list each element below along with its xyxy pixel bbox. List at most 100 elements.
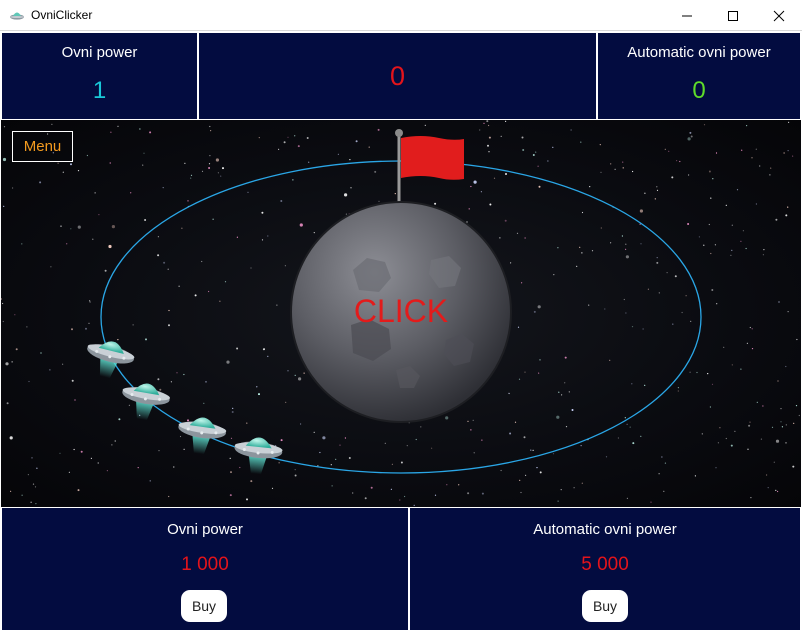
star bbox=[745, 247, 747, 250]
star bbox=[731, 249, 733, 251]
close-button[interactable] bbox=[756, 0, 802, 31]
star bbox=[708, 170, 711, 173]
star bbox=[668, 150, 670, 152]
star bbox=[364, 497, 367, 500]
automatic-ovni-power-value: 0 bbox=[692, 77, 706, 104]
star bbox=[118, 418, 121, 421]
star bbox=[145, 338, 147, 341]
star bbox=[285, 401, 287, 403]
star bbox=[524, 371, 526, 373]
star bbox=[505, 120, 507, 122]
buy-automatic-ovni-power-button[interactable]: Buy bbox=[582, 590, 628, 622]
star bbox=[644, 192, 646, 194]
star bbox=[187, 419, 189, 422]
star bbox=[561, 394, 563, 396]
star bbox=[687, 137, 691, 141]
star bbox=[143, 152, 145, 154]
star bbox=[229, 494, 232, 497]
star bbox=[110, 131, 112, 133]
star bbox=[350, 187, 352, 189]
star bbox=[557, 247, 559, 249]
star bbox=[715, 152, 718, 154]
star bbox=[793, 422, 795, 424]
planet-moon[interactable] bbox=[290, 201, 512, 423]
minimize-button[interactable] bbox=[664, 0, 710, 31]
star bbox=[335, 458, 337, 460]
star bbox=[339, 444, 341, 446]
star bbox=[21, 494, 23, 496]
star bbox=[344, 437, 346, 439]
star bbox=[294, 469, 296, 471]
star bbox=[40, 352, 42, 354]
star bbox=[710, 252, 712, 255]
star bbox=[434, 202, 437, 205]
star bbox=[658, 292, 660, 294]
star bbox=[740, 368, 742, 370]
star bbox=[468, 208, 470, 210]
star bbox=[625, 243, 627, 245]
star bbox=[640, 435, 642, 437]
star bbox=[731, 364, 733, 366]
star bbox=[748, 424, 751, 427]
star bbox=[687, 223, 690, 225]
star bbox=[685, 295, 687, 297]
star bbox=[466, 221, 468, 223]
star bbox=[294, 135, 296, 137]
automatic-ovni-power-label: Automatic ovni power bbox=[627, 44, 771, 61]
star bbox=[287, 370, 289, 372]
star bbox=[203, 402, 205, 404]
star bbox=[230, 437, 233, 439]
star bbox=[205, 381, 207, 383]
star bbox=[580, 141, 582, 143]
star bbox=[640, 243, 642, 245]
star bbox=[780, 408, 782, 410]
star bbox=[487, 144, 489, 147]
ovni-power-value: 1 bbox=[92, 77, 107, 104]
planet-click-label[interactable]: CLICK bbox=[353, 293, 449, 329]
star bbox=[689, 131, 692, 134]
star bbox=[391, 463, 393, 465]
close-icon bbox=[773, 10, 785, 22]
score-value: 0 bbox=[389, 61, 406, 91]
star bbox=[2, 302, 4, 305]
star bbox=[50, 266, 52, 268]
star bbox=[60, 225, 62, 227]
star bbox=[384, 442, 386, 444]
star bbox=[349, 159, 351, 161]
star bbox=[564, 356, 567, 359]
star bbox=[664, 148, 666, 150]
star bbox=[701, 433, 703, 435]
menu-button[interactable]: Menu bbox=[12, 131, 73, 162]
star bbox=[183, 448, 185, 450]
space-game-area: Menu CLICK bbox=[1, 120, 801, 507]
star bbox=[514, 421, 517, 423]
star bbox=[672, 323, 674, 325]
star bbox=[614, 168, 616, 170]
star bbox=[106, 470, 108, 472]
star bbox=[34, 486, 37, 488]
star bbox=[278, 148, 280, 150]
star bbox=[168, 495, 170, 498]
star bbox=[210, 130, 212, 132]
star bbox=[493, 177, 496, 179]
star bbox=[787, 206, 789, 208]
star bbox=[39, 181, 42, 184]
star bbox=[773, 461, 775, 463]
ovni-power-label: Ovni power bbox=[61, 44, 138, 61]
star bbox=[760, 438, 763, 440]
star bbox=[208, 163, 211, 165]
buy-ovni-power-button[interactable]: Buy bbox=[181, 590, 227, 622]
star bbox=[632, 170, 634, 173]
star bbox=[696, 371, 698, 374]
star bbox=[622, 167, 624, 169]
star bbox=[144, 219, 147, 221]
star bbox=[677, 387, 680, 389]
star bbox=[45, 145, 47, 147]
star bbox=[656, 189, 659, 191]
star bbox=[785, 214, 788, 217]
star bbox=[736, 189, 739, 191]
star bbox=[415, 438, 417, 441]
star bbox=[711, 289, 714, 291]
star bbox=[232, 407, 234, 409]
maximize-button[interactable] bbox=[710, 0, 756, 31]
